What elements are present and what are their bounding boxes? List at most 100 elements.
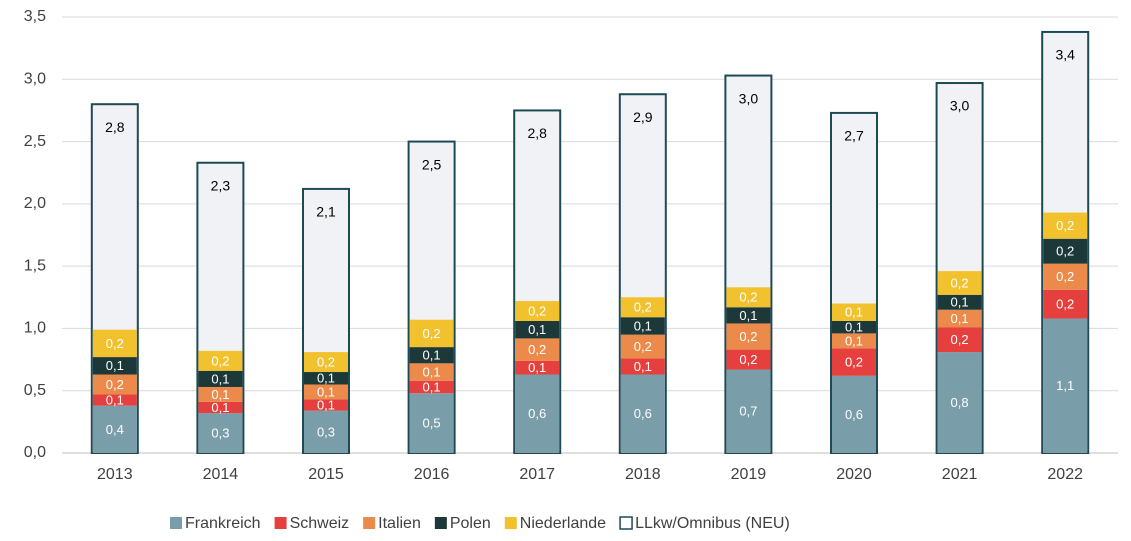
data-label: 0,1	[423, 379, 441, 394]
legend-swatch	[363, 517, 376, 529]
bar-segment	[409, 380, 454, 394]
data-label: 0,1	[951, 295, 969, 310]
data-label: 0,1	[634, 359, 652, 374]
data-label: 0,2	[1056, 297, 1074, 312]
data-label: 0,2	[106, 377, 124, 392]
data-label: 0,2	[211, 353, 229, 368]
x-tick-label: 2021	[942, 466, 978, 483]
bar-segment	[1043, 212, 1088, 239]
data-label: 0,1	[634, 318, 652, 333]
bar-segment	[515, 320, 560, 339]
bar-segment	[937, 352, 982, 453]
data-label: 0,2	[106, 336, 124, 351]
y-tick-label: 3,0	[24, 71, 46, 88]
data-label: 3,4	[1055, 47, 1075, 63]
bar-segment	[515, 301, 560, 321]
legend-label: Italien	[378, 515, 421, 532]
bar-segment	[620, 374, 665, 453]
x-tick-label: 2016	[414, 466, 450, 483]
data-label: 0,1	[951, 311, 969, 326]
data-label: 0,2	[845, 355, 863, 370]
legend-swatch	[434, 517, 447, 529]
y-tick-label: 1,0	[24, 320, 46, 337]
bar-segment	[620, 317, 665, 335]
bar-segment	[1043, 238, 1088, 264]
bar-segment	[620, 334, 665, 359]
x-tick-label: 2014	[203, 466, 239, 483]
bar-segment	[832, 333, 876, 349]
data-label: 0,2	[739, 329, 757, 344]
data-label: 0,1	[106, 358, 124, 373]
bar-segment	[726, 307, 771, 324]
data-label: 0,1	[423, 364, 441, 379]
bar-segment	[92, 405, 137, 453]
bar-segment	[304, 410, 348, 453]
x-tick-label: 2018	[625, 466, 661, 483]
bar-segment	[1043, 263, 1088, 290]
bar-segment	[198, 401, 243, 414]
data-label: 3,0	[739, 90, 759, 106]
data-label: 3,0	[950, 98, 970, 114]
bar-segment	[409, 319, 454, 348]
legend-label: Schweiz	[290, 515, 350, 532]
y-tick-label: 1,5	[24, 257, 46, 274]
data-label: 0,2	[951, 332, 969, 347]
bar-segment	[198, 350, 243, 371]
bar-segment	[937, 309, 982, 328]
data-label: 0,2	[634, 300, 652, 315]
data-label: 0,2	[317, 355, 335, 370]
data-label: 0,1	[845, 320, 863, 335]
data-label: 2,7	[844, 128, 864, 144]
bar-segment	[198, 386, 243, 402]
legend-swatch	[170, 517, 182, 529]
bar-segment	[937, 271, 982, 295]
bar-segment	[515, 360, 560, 375]
bar-segment	[832, 375, 876, 453]
bar-segment	[726, 287, 771, 308]
data-label: 0,1	[739, 308, 757, 323]
data-label: 0,1	[317, 397, 335, 412]
data-label: 0,1	[211, 400, 229, 415]
y-tick-label: 3,5	[24, 8, 46, 25]
x-tick-label: 2020	[836, 466, 872, 483]
bar-segment	[409, 393, 454, 453]
data-label: 0,1	[211, 371, 229, 386]
data-label: 0,5	[423, 416, 441, 431]
data-label: 0,1	[317, 384, 335, 399]
legend-swatch	[504, 517, 517, 529]
bar-segment	[1043, 289, 1088, 319]
y-tick-label: 2,5	[24, 133, 46, 150]
legend-label: Polen	[450, 515, 491, 532]
data-label: 0,2	[1056, 244, 1074, 259]
data-label: 0,1	[845, 333, 863, 348]
data-label: 1,1	[1056, 378, 1074, 393]
data-label: 0,2	[739, 290, 757, 305]
x-tick-label: 2013	[97, 466, 133, 483]
bar-segment	[515, 338, 560, 361]
data-label: 2,8	[527, 125, 547, 141]
data-label: 0,3	[211, 426, 229, 441]
legend-label: Niederlande	[520, 515, 606, 532]
bar-segment	[409, 347, 454, 364]
data-label: 0,1	[423, 348, 441, 363]
data-label: 0,1	[845, 305, 863, 320]
data-label: 2,8	[105, 119, 125, 135]
bar-segment	[515, 374, 560, 453]
data-label: 0,1	[528, 322, 546, 337]
data-label: 0,2	[1056, 269, 1074, 284]
y-tick-label: 2,0	[24, 195, 46, 212]
bar-segment	[304, 372, 348, 385]
bar-segment	[726, 323, 771, 350]
bar-segment	[92, 329, 137, 358]
bar-segment	[92, 357, 137, 375]
bar-segment	[198, 370, 243, 387]
data-label: 0,2	[423, 326, 441, 341]
data-label: 0,4	[106, 422, 124, 437]
bar-segment	[832, 303, 876, 321]
bar-segment	[304, 352, 348, 373]
legend-label: Frankreich	[185, 515, 261, 532]
data-label: 0,1	[211, 387, 229, 402]
x-tick-label: 2022	[1047, 466, 1083, 483]
data-label: 0,1	[528, 360, 546, 375]
bar-segment	[198, 413, 243, 453]
